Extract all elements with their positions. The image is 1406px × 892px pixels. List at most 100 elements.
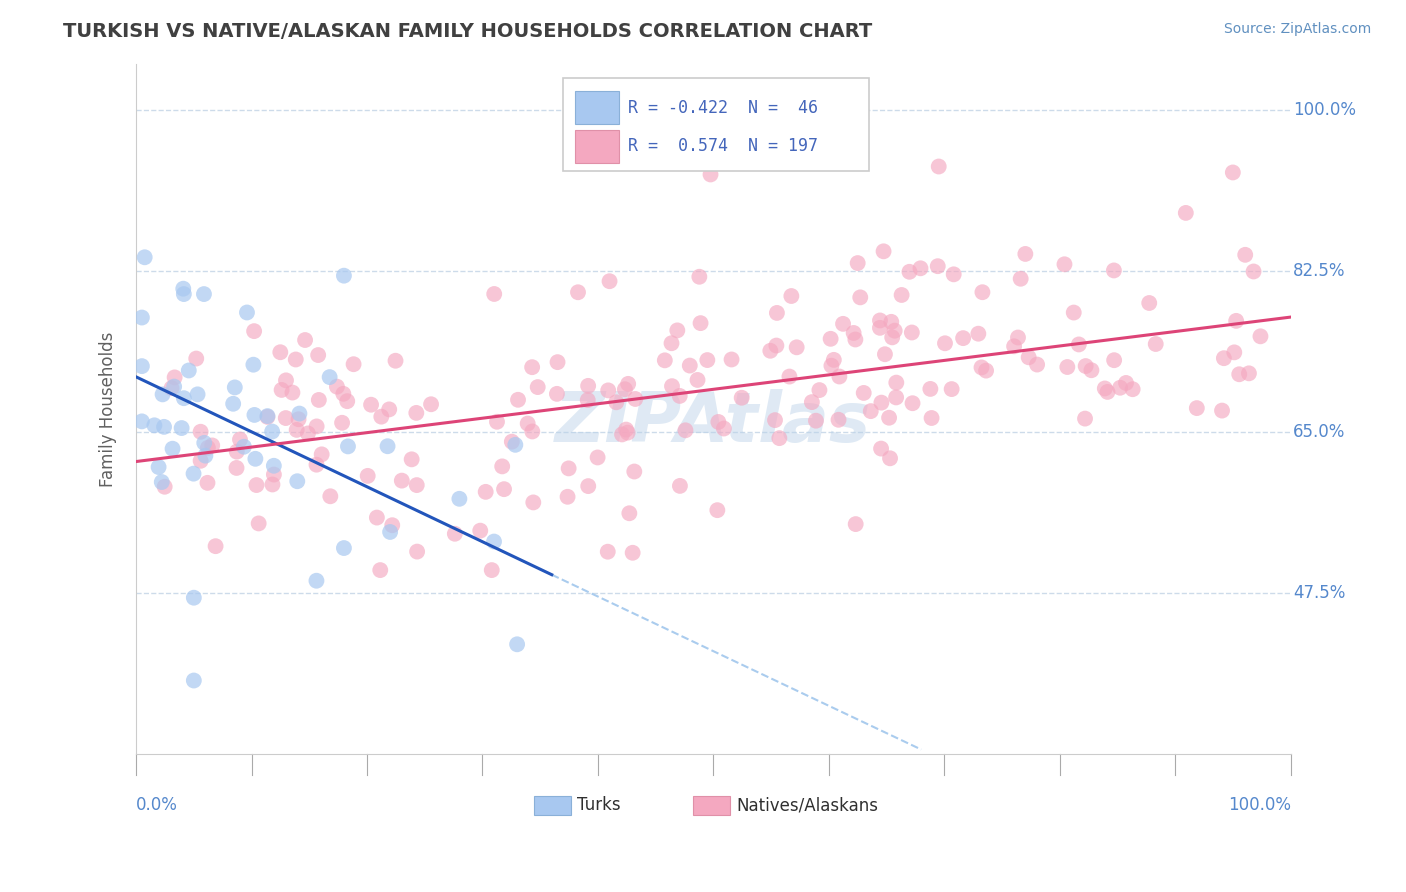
Point xyxy=(520,360,543,375)
Point xyxy=(377,439,399,453)
Point xyxy=(484,287,506,301)
Point xyxy=(274,411,297,425)
Point xyxy=(270,383,292,397)
Point xyxy=(197,441,219,455)
Point xyxy=(311,447,333,461)
Text: 47.5%: 47.5% xyxy=(1294,584,1346,602)
Point xyxy=(186,351,208,366)
Point xyxy=(170,421,193,435)
Point xyxy=(765,338,787,352)
Point xyxy=(941,382,963,396)
Point xyxy=(927,259,949,273)
Point xyxy=(305,574,328,588)
Point xyxy=(619,506,641,520)
Point xyxy=(879,451,901,466)
Point xyxy=(780,289,803,303)
Point xyxy=(285,474,308,488)
Point xyxy=(360,398,382,412)
Point xyxy=(1185,401,1208,416)
Text: R = -0.422  N =  46: R = -0.422 N = 46 xyxy=(628,98,818,117)
Point xyxy=(557,461,579,475)
Text: Natives/Alaskans: Natives/Alaskans xyxy=(737,797,879,814)
Point xyxy=(381,518,404,533)
Point xyxy=(274,373,297,387)
Point xyxy=(152,387,174,401)
Point xyxy=(596,544,619,558)
Text: 82.5%: 82.5% xyxy=(1294,262,1346,280)
Point xyxy=(1243,264,1265,278)
Point xyxy=(901,396,924,410)
Point xyxy=(696,353,718,368)
Text: TURKISH VS NATIVE/ALASKAN FAMILY HOUSEHOLDS CORRELATION CHART: TURKISH VS NATIVE/ALASKAN FAMILY HOUSEHO… xyxy=(63,22,873,41)
Point xyxy=(1010,271,1032,285)
Point xyxy=(849,290,872,304)
Point xyxy=(187,387,209,401)
Point xyxy=(731,391,754,405)
Point xyxy=(882,330,904,344)
Point xyxy=(1122,382,1144,396)
Point xyxy=(778,369,800,384)
Point xyxy=(669,479,692,493)
Text: 0.0%: 0.0% xyxy=(136,796,179,814)
Point xyxy=(193,287,215,301)
Point xyxy=(706,503,728,517)
Point xyxy=(967,326,990,341)
Point xyxy=(183,467,205,481)
Point xyxy=(567,285,589,300)
Point xyxy=(869,321,891,335)
Point xyxy=(370,409,392,424)
Point xyxy=(229,433,252,447)
Point xyxy=(1227,368,1250,382)
Point xyxy=(262,425,284,439)
Point xyxy=(160,381,183,395)
Point xyxy=(972,285,994,300)
Point xyxy=(163,370,186,384)
Point xyxy=(190,425,212,439)
Text: R =  0.574  N = 197: R = 0.574 N = 197 xyxy=(628,137,818,155)
Point xyxy=(401,452,423,467)
Point xyxy=(1234,248,1257,262)
Point xyxy=(492,482,515,496)
Point xyxy=(1026,358,1049,372)
Point xyxy=(1007,330,1029,344)
Text: 100.0%: 100.0% xyxy=(1227,796,1291,814)
Point xyxy=(661,336,683,351)
Point xyxy=(307,348,329,362)
Point xyxy=(222,397,245,411)
Point xyxy=(516,417,538,431)
Point xyxy=(256,409,278,423)
FancyBboxPatch shape xyxy=(575,129,619,162)
Point xyxy=(183,673,205,688)
Point xyxy=(910,261,932,276)
Point xyxy=(474,484,496,499)
Point xyxy=(131,359,153,373)
Point xyxy=(546,387,568,401)
Text: 65.0%: 65.0% xyxy=(1294,423,1346,441)
Point xyxy=(378,524,401,539)
Point xyxy=(506,392,529,407)
Point xyxy=(786,340,808,354)
Point xyxy=(269,345,291,359)
Point xyxy=(526,380,548,394)
Point xyxy=(194,449,217,463)
Point xyxy=(505,438,527,452)
Point xyxy=(614,423,637,437)
Point xyxy=(928,160,950,174)
Point xyxy=(666,323,689,337)
Point xyxy=(598,384,620,398)
FancyBboxPatch shape xyxy=(693,796,730,815)
Point xyxy=(173,287,195,301)
Point xyxy=(284,352,307,367)
Point xyxy=(624,392,647,406)
Point xyxy=(605,395,627,409)
Point xyxy=(262,477,284,491)
Point xyxy=(163,379,186,393)
Point xyxy=(243,408,266,422)
Point xyxy=(689,316,711,330)
Point xyxy=(870,395,893,409)
Point xyxy=(288,407,311,421)
Point xyxy=(153,480,176,494)
Point xyxy=(481,563,503,577)
Point xyxy=(485,415,508,429)
Point xyxy=(224,380,246,394)
